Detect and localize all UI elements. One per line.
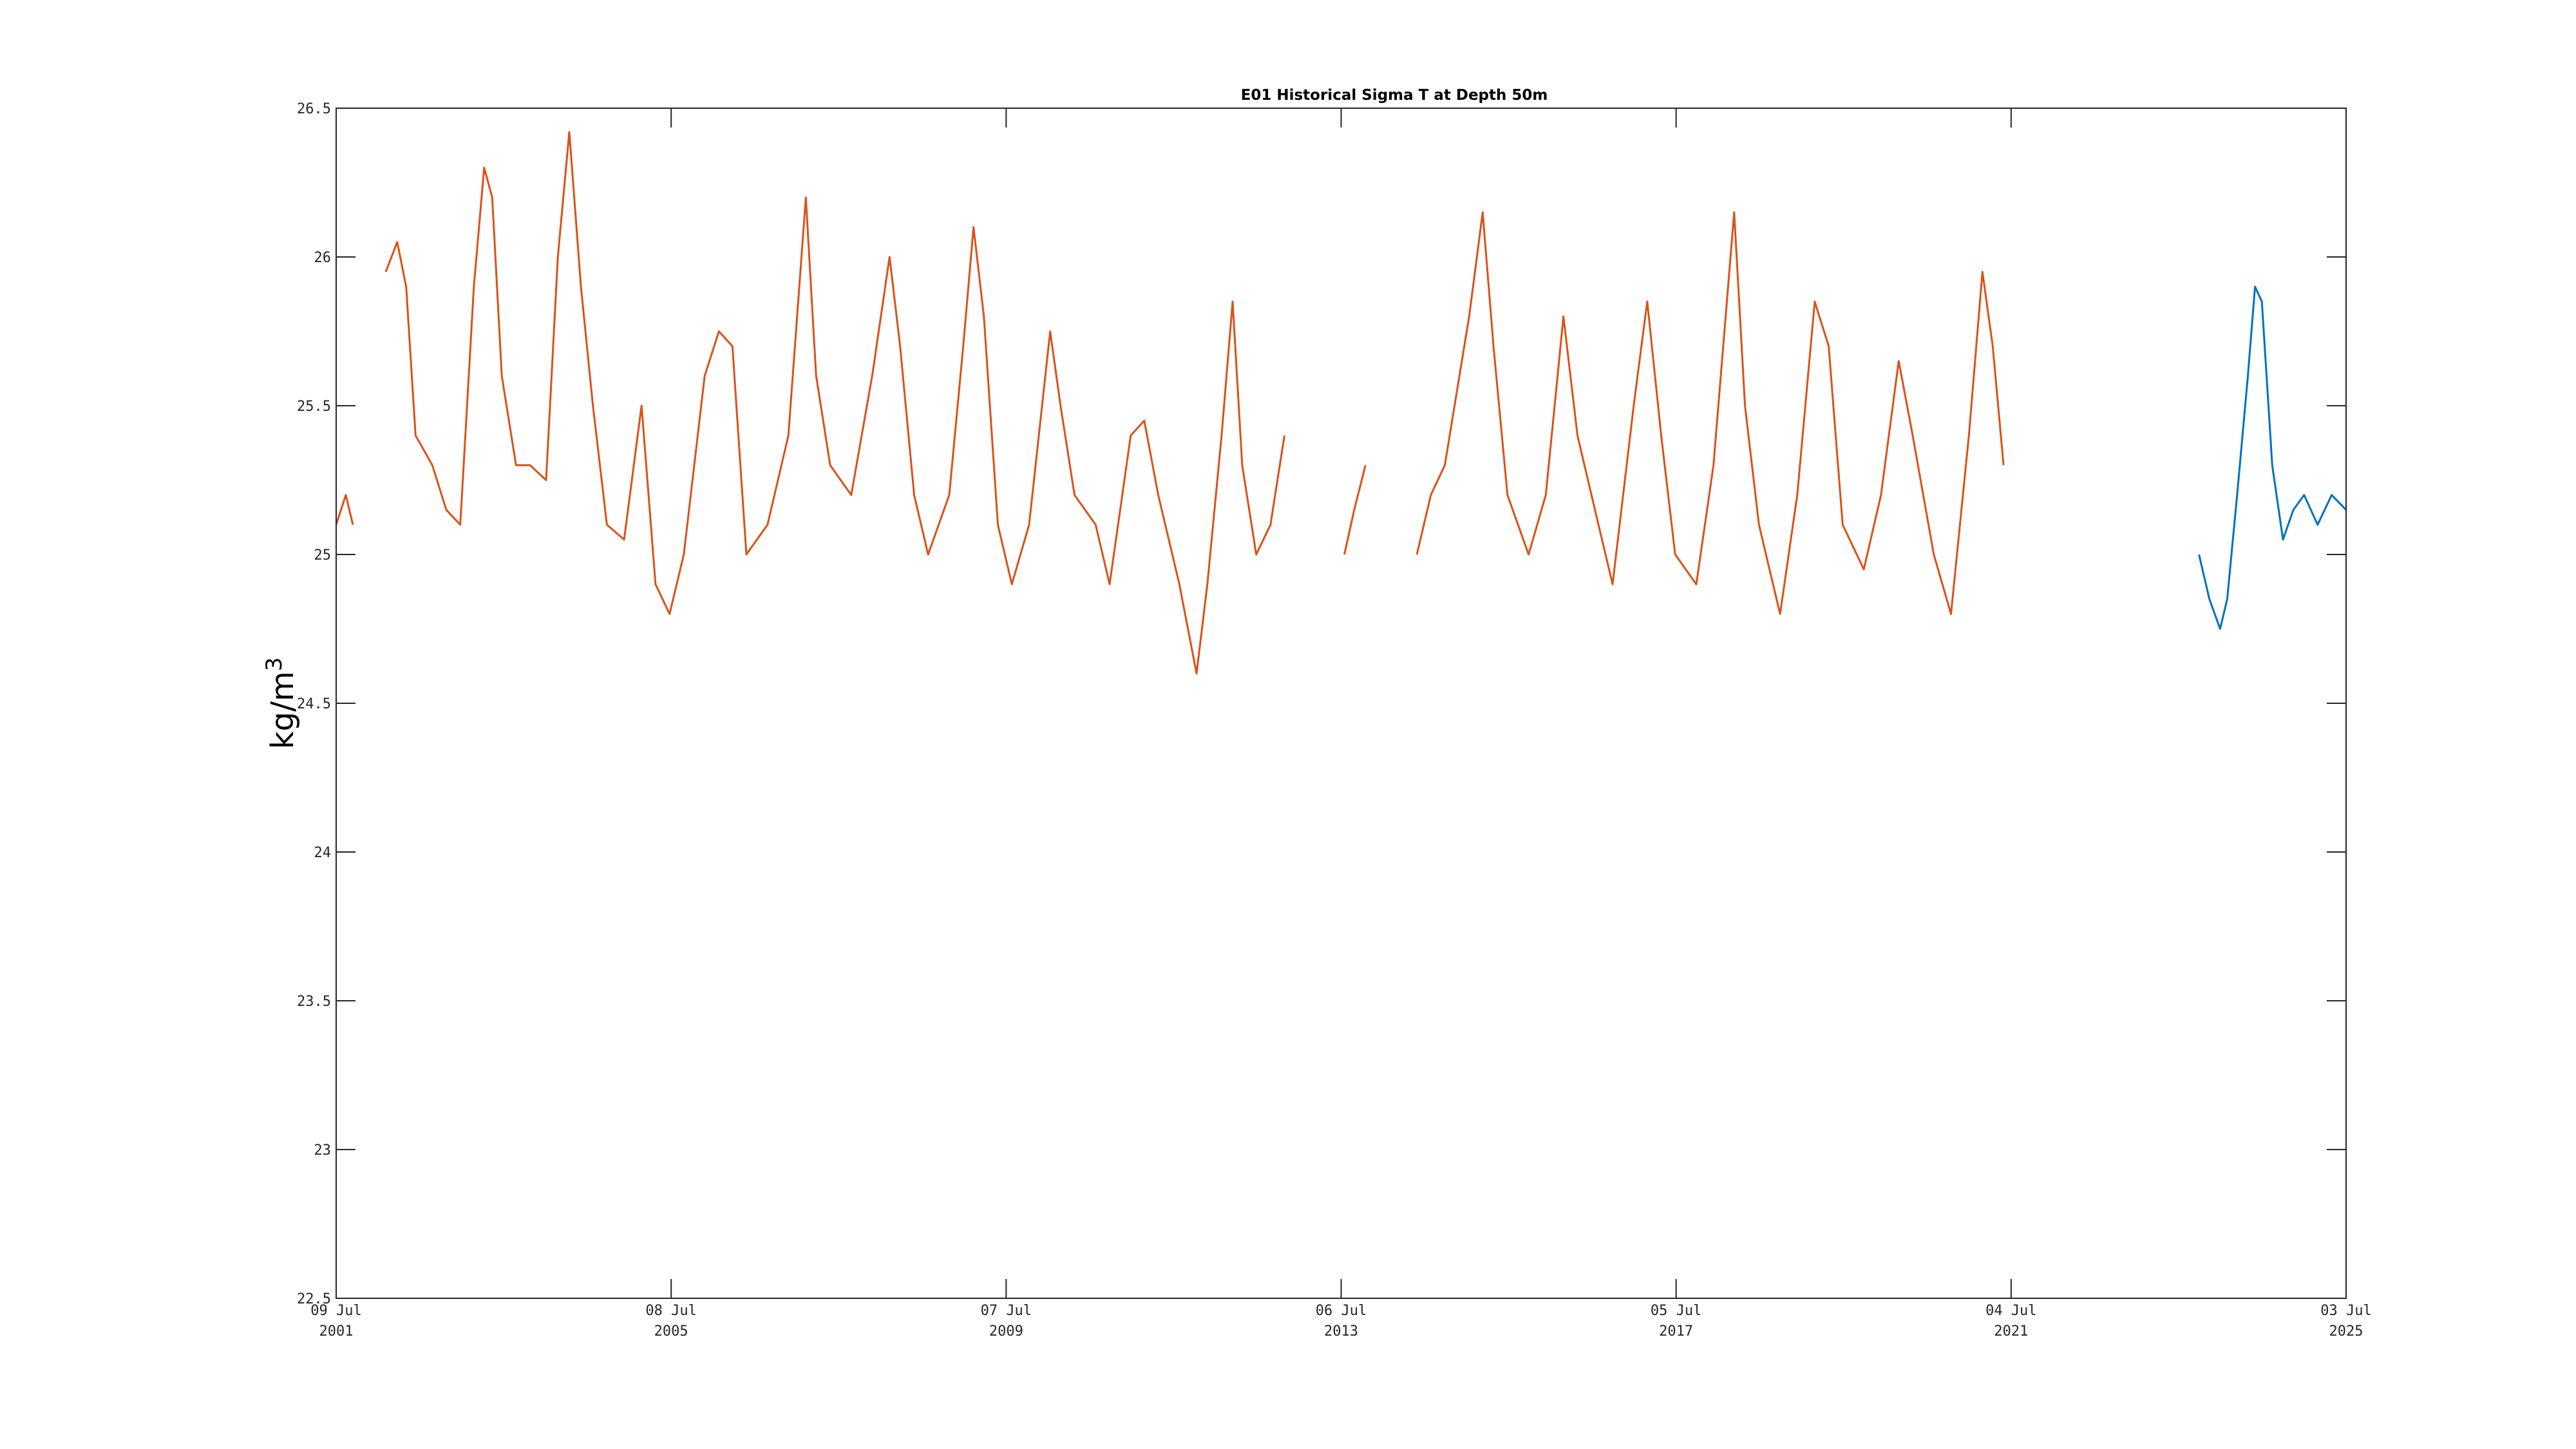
plot-frame <box>336 108 2347 1299</box>
y-axis-label-text: kg/m <box>265 671 301 749</box>
series-1-line <box>1416 211 2005 615</box>
x-tick-label-day: 04 Jul <box>1985 1303 2036 1319</box>
y-axis-label-superscript: 3 <box>261 658 287 672</box>
x-tick-label-day: 03 Jul <box>2320 1303 2371 1319</box>
series-2-line <box>2198 285 2347 630</box>
y-tick-label: 23.5 <box>297 994 331 1010</box>
y-axis: 22.5 23 23.5 24 24.5 25 25.5 26 26.5 <box>297 101 2346 1307</box>
x-tick-label-year: 2009 <box>989 1323 1023 1340</box>
y-tick-label: 24.5 <box>297 696 331 712</box>
chart-title: E01 Historical Sigma T at Depth 50m <box>1241 87 1548 104</box>
y-tick-label: 25 <box>314 547 332 564</box>
x-tick-label-year: 2017 <box>1659 1323 1693 1340</box>
x-tick-label-day: 08 Jul <box>645 1303 696 1319</box>
x-tick-label-day: 05 Jul <box>1651 1303 1701 1319</box>
x-tick-label-day: 09 Jul <box>310 1303 361 1319</box>
series-1-line <box>1343 465 1367 555</box>
series-1-line <box>384 131 1285 675</box>
x-tick-label-year: 2013 <box>1324 1323 1358 1340</box>
y-tick-label: 22.5 <box>297 1291 331 1307</box>
y-tick-label: 24 <box>314 845 332 861</box>
x-tick-label-day: 06 Jul <box>1316 1303 1367 1319</box>
x-axis: 09 Jul 2001 08 Jul 2005 07 Jul 2009 06 Jul 2013… <box>310 108 2372 1340</box>
y-tick-label: 26 <box>314 250 332 266</box>
x-tick-label-year: 2001 <box>319 1323 354 1340</box>
y-tick-label: 25.5 <box>297 399 331 415</box>
x-tick-label-day: 07 Jul <box>981 1303 1032 1319</box>
x-tick-label-year: 2021 <box>1994 1323 2028 1340</box>
series-1-line <box>335 494 354 526</box>
y-tick-label: 26.5 <box>297 101 331 117</box>
series-layer <box>335 131 2347 675</box>
y-tick-label: 23 <box>314 1142 332 1159</box>
x-tick-label-year: 2025 <box>2329 1323 2363 1340</box>
x-tick-label-year: 2005 <box>654 1323 688 1340</box>
y-axis-label: kg/m3 <box>261 658 301 750</box>
